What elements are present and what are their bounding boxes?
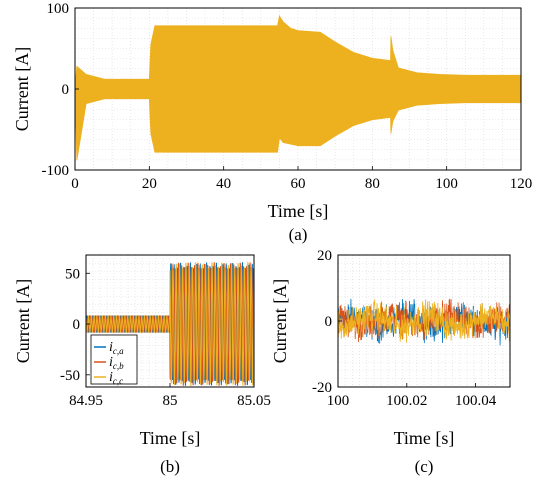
x-tick-label: 20: [142, 176, 157, 192]
y-tick-label: 0: [73, 317, 81, 333]
panel-a-caption: (a): [289, 225, 308, 244]
series-line-c-c: [86, 262, 254, 386]
panel-b-chart: 84.95 85 85.05 -50 0 50 ic,aic,bic,c Time [s…: [13, 254, 271, 476]
panel-b-y-axis-label: Current [A]: [13, 279, 33, 363]
panel-b-plot-area: [86, 262, 254, 386]
panel-a-current-envelope: [74, 15, 522, 161]
y-tick-label: -20: [312, 380, 332, 396]
panel-c-y-ticks: -20 0 20: [312, 248, 342, 396]
x-tick-label: 85.05: [237, 393, 271, 409]
y-tick-label: 0: [62, 82, 70, 98]
x-tick-label: 85: [163, 393, 178, 409]
y-tick-label: 50: [65, 266, 80, 282]
panel-b-caption: (b): [160, 457, 180, 476]
panel-a-y-ticks: -100 0 100: [42, 1, 79, 179]
x-tick-label: 60: [291, 176, 306, 192]
x-tick-label: 84.95: [69, 393, 103, 409]
panel-b-legend: ic,aic,bic,c: [90, 334, 138, 386]
y-tick-label: -100: [42, 163, 70, 179]
panel-c-caption: (c): [415, 457, 434, 476]
y-tick-label: -50: [60, 368, 80, 384]
panel-a-x-ticks: 0 20 40 60 80 100 120: [71, 166, 532, 192]
panel-b-x-axis-label: Time [s]: [140, 428, 201, 448]
x-tick-label: 100: [327, 393, 350, 409]
legend-entry-subscript: c,c: [113, 376, 123, 386]
series-line-3: [338, 299, 510, 343]
panel-a-x-axis-label: Time [s]: [268, 201, 329, 221]
panel-c-chart: 100 100.02 100.04 -20 0 20 Time [s] Current …: [270, 248, 511, 476]
y-tick-label: 0: [325, 314, 333, 330]
legend-entry-subscript: c,a: [113, 346, 124, 356]
series-line-2: [338, 298, 510, 343]
panel-a-plot-area: [74, 15, 522, 161]
panel-b-legend-box: [90, 334, 138, 385]
y-tick-label: 20: [317, 248, 332, 264]
panel-a-y-axis-label: Current [A]: [12, 47, 32, 131]
panel-b-y-ticks: -50 0 50: [60, 266, 90, 384]
panel-c-x-axis-label: Time [s]: [394, 428, 455, 448]
panel-c-plot-area: [338, 298, 510, 346]
panel-c-x-ticks: 100 100.02 100.04: [327, 383, 497, 409]
panel-c-y-axis-label: Current [A]: [270, 279, 290, 363]
x-tick-label: 0: [71, 176, 79, 192]
x-tick-label: 40: [216, 176, 231, 192]
x-tick-label: 120: [510, 176, 533, 192]
x-tick-label: 100.02: [386, 393, 427, 409]
x-tick-label: 80: [365, 176, 380, 192]
legend-entry-subscript: c,b: [113, 361, 124, 371]
panel-b-x-ticks: 84.95 85 85.05: [69, 383, 271, 409]
y-tick-label: 100: [47, 1, 70, 17]
x-tick-label: 100: [435, 176, 458, 192]
x-tick-label: 100.04: [455, 393, 497, 409]
